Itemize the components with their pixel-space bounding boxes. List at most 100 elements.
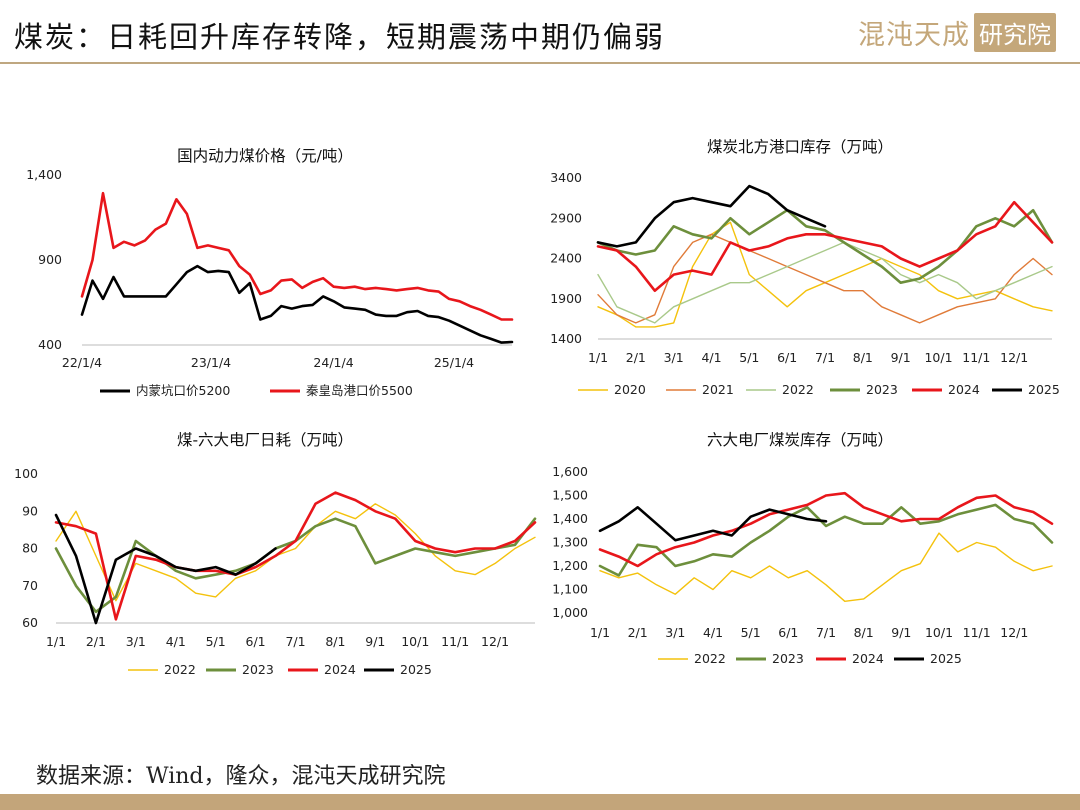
legend-label: 2023 [242,662,274,677]
series-line-4 [596,208,1054,284]
x-tick-label: 10/1 [401,634,429,649]
x-tick-label: 12/1 [481,634,509,649]
series-line-3 [54,491,537,621]
series-line-1 [80,264,514,344]
x-tick-label: 6/1 [778,625,798,640]
chart-plant-inventory: 六大电厂煤炭库存（万吨） 1,000 1,100 1,200 1,300 1,400 1,5… [552,431,1054,666]
x-tick-label: 12/1 [1000,350,1028,365]
chart-title: 煤-六大电厂日耗（万吨） [177,431,353,449]
y-tick-label: 1,400 [26,167,62,182]
y-tick-label: 2900 [550,210,582,225]
x-tick-label: 5/1 [206,634,226,649]
y-tick-label: 1,100 [552,582,588,597]
x-tick-label: 7/1 [815,350,835,365]
x-tick-label: 7/1 [285,634,305,649]
slide-header: 煤炭：日耗回升库存转降，短期震荡中期仍偏弱 混沌天成 研究院 [0,0,1080,64]
data-source-note: 数据来源：Wind，隆众，混沌天成研究院 [36,764,446,789]
x-tick-label: 11/1 [441,634,469,649]
series-line-2 [80,191,514,321]
series-line-2 [597,233,1053,324]
series-line-5 [596,200,1054,292]
x-tick-label: 2/1 [626,350,646,365]
legend-label: 2024 [852,651,884,666]
x-tick-label: 11/1 [963,625,991,640]
series-line-3 [597,241,1053,324]
y-tick-label: 1,300 [552,535,588,550]
y-tick-label: 90 [22,503,38,518]
x-tick-label: 1/1 [588,350,608,365]
y-tick-label: 80 [22,541,38,556]
legend-label: 2024 [324,662,356,677]
x-tick-label: 10/1 [924,350,952,365]
y-tick-label: 1400 [550,331,582,346]
legend-label: 2021 [702,382,734,397]
y-tick-label: 70 [22,578,38,593]
x-tick-label: 9/1 [365,634,385,649]
x-tick-label: 7/1 [816,625,836,640]
series-line-4 [54,513,277,625]
legend-label: 2023 [866,382,898,397]
x-tick-label: 8/1 [854,625,874,640]
y-tick-label: 1,000 [552,605,588,620]
x-tick-label: 10/1 [925,625,953,640]
chart-daily-consumption: 煤-六大电厂日耗（万吨） 60 70 80 90 100 1/1 2/1 3/1 4/1 5/1 6/… [14,431,537,677]
y-tick-label: 3400 [550,170,582,185]
logo-main-text: 混沌天成 [858,19,970,51]
x-tick-label: 5/1 [741,625,761,640]
y-tick-label: 400 [38,337,62,352]
bottom-accent-bar [0,794,1080,810]
logo-box-text: 研究院 [974,12,1056,52]
chart-title: 六大电厂煤炭库存（万吨） [707,431,893,449]
chart-title: 国内动力煤价格（元/吨） [177,147,353,165]
x-tick-label: 5/1 [739,350,759,365]
y-tick-label: 1,400 [552,511,588,526]
x-tick-label: 3/1 [126,634,146,649]
series-line-3 [598,491,1054,568]
series-line-2 [598,503,1054,577]
series-line-1 [599,532,1053,602]
x-tick-label: 3/1 [664,350,684,365]
chart-coal-price: 国内动力煤价格（元/吨） 400 900 1,400 22/1/4 23/1/4 24/1/… [26,147,514,398]
series-line-1 [55,503,536,602]
x-tick-label: 6/1 [246,634,266,649]
legend-label: 2022 [694,651,726,666]
legend-label: 2025 [930,651,962,666]
chart-port-inventory: 煤炭北方港口库存（万吨） 1400 1900 2400 2900 3400 1/1 2/1 3/… [550,138,1060,397]
x-tick-label: 24/1/4 [313,355,353,370]
x-tick-label: 6/1 [777,350,797,365]
y-tick-label: 100 [14,466,38,481]
header-divider [0,62,1080,64]
x-tick-label: 9/1 [891,625,911,640]
x-tick-label: 4/1 [703,625,723,640]
y-tick-label: 2400 [550,251,582,266]
x-tick-label: 25/1/4 [434,355,474,370]
x-tick-label: 22/1/4 [62,355,102,370]
slide-title: 煤炭：日耗回升库存转降，短期震荡中期仍偏弱 [14,20,666,54]
x-tick-label: 2/1 [628,625,648,640]
y-tick-label: 1,200 [552,558,588,573]
x-tick-label: 2/1 [86,634,106,649]
x-tick-label: 11/1 [962,350,990,365]
legend-label: 2025 [1028,382,1060,397]
x-tick-label: 1/1 [46,634,66,649]
series-line-2 [54,517,537,614]
x-tick-label: 9/1 [891,350,911,365]
legend-label: 2020 [614,382,646,397]
series-line-4 [598,506,828,542]
chart-title: 煤炭北方港口库存（万吨） [707,138,893,156]
legend-label: 秦皇岛港口价5500 [306,383,413,398]
brand-logo: 混沌天成 研究院 [858,12,1056,52]
legend-label: 2024 [948,382,980,397]
y-tick-label: 60 [22,615,38,630]
x-tick-label: 3/1 [665,625,685,640]
x-tick-label: 8/1 [325,634,345,649]
y-tick-label: 900 [38,252,62,267]
legend-label: 2025 [400,662,432,677]
legend-label: 2022 [782,382,814,397]
x-tick-label: 4/1 [701,350,721,365]
series-line-6 [596,184,827,248]
legend-label: 2023 [772,651,804,666]
x-tick-label: 4/1 [166,634,186,649]
x-tick-label: 23/1/4 [191,355,231,370]
x-tick-label: 12/1 [1000,625,1028,640]
